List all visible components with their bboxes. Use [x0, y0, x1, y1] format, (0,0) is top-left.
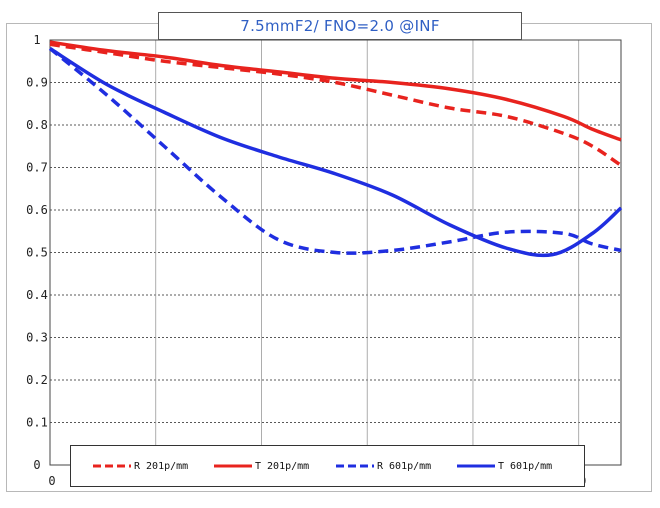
y-tick-label: 0.4	[26, 288, 48, 302]
legend-swatch-r60	[336, 464, 374, 468]
y-tick-label: 0.3	[26, 331, 48, 345]
y-tick-label: 0.7	[26, 161, 48, 175]
y-tick-label: 0.8	[26, 118, 48, 132]
y-tick-label: 1	[33, 33, 40, 47]
legend-item-r20: R 201p/mm	[93, 458, 188, 474]
y-tick-label: 0.1	[26, 416, 48, 430]
legend-swatch-t20	[214, 464, 252, 468]
series-lines	[48, 40, 623, 258]
series-line-t60	[49, 47, 623, 258]
legend-label-r20: R 201p/mm	[134, 460, 189, 472]
y-axis-ticks: 0 0.1 0.2 0.3 0.4 0.5 0.6 0.7 0.8 0.9 1	[26, 33, 48, 472]
legend-label-t60: T 601p/mm	[498, 460, 553, 472]
y-tick-label: 0.5	[26, 246, 48, 260]
legend-label-r60: R 601p/mm	[377, 460, 432, 472]
legend-item-t20: T 201p/mm	[214, 458, 309, 474]
series-line-t20	[49, 40, 622, 142]
legend: R 201p/mm T 201p/mm R 601p/mm T 601p/mm	[70, 445, 585, 487]
y-tick-label: 0.9	[26, 76, 48, 90]
legend-label-t20: T 201p/mm	[255, 460, 310, 472]
chart-title: 7.5mmF2/ FNO=2.0 @INF	[158, 12, 522, 40]
y-tick-label: 0.6	[26, 203, 48, 217]
x-tick-label: 0	[48, 474, 55, 488]
legend-swatch-r20	[93, 464, 131, 468]
series-line-r20	[49, 42, 622, 167]
legend-swatch-t60	[457, 464, 495, 468]
legend-item-t60: T 601p/mm	[457, 458, 552, 474]
y-tick-label: 0	[33, 458, 40, 472]
legend-item-r60: R 601p/mm	[336, 458, 431, 474]
series-line-r60	[48, 47, 622, 255]
y-tick-label: 0.2	[26, 373, 48, 387]
